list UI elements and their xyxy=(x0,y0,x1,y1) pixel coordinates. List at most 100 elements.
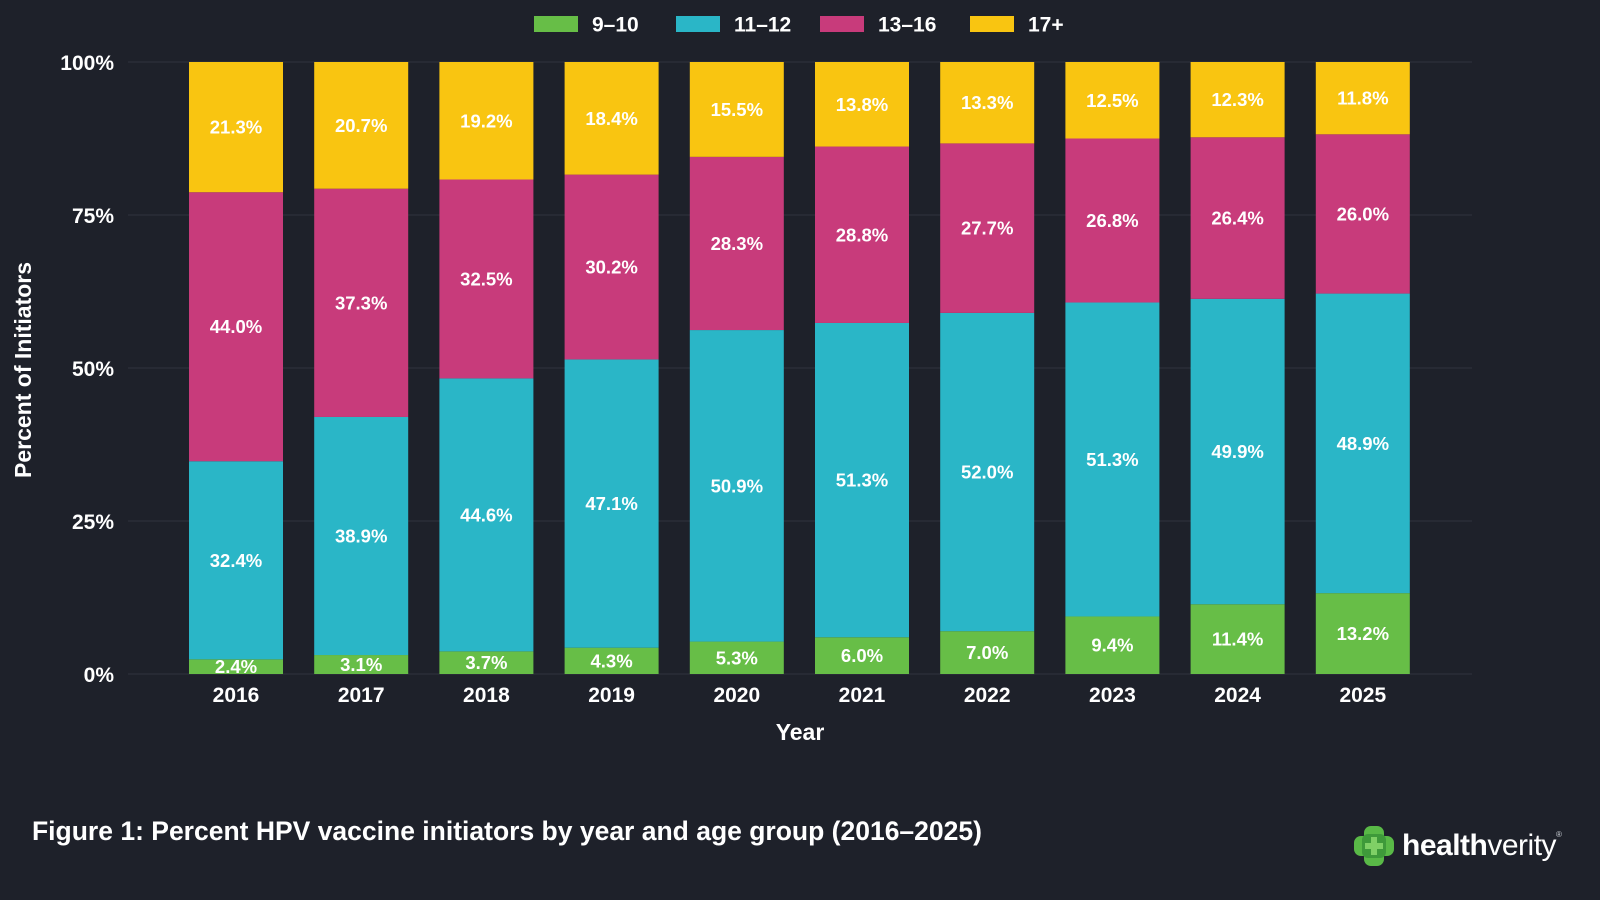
data-label: 11.8% xyxy=(1337,88,1388,109)
bar-segment-9–10-2021 xyxy=(815,637,909,674)
bar-segment-13–16-2019 xyxy=(564,174,659,360)
stacked-bar-chart: 0%25%50%75%100% 2.4%32.4%44.0%21.3%3.1%3… xyxy=(10,14,1472,745)
bar-segment-13–16-2023 xyxy=(1065,138,1160,303)
x-tick-label: 2019 xyxy=(588,684,635,707)
bar-segment-17+-2022 xyxy=(940,62,1035,144)
data-label: 37.3% xyxy=(335,292,387,313)
bar-segment-17+-2019 xyxy=(564,62,659,175)
bar-segment-13–16-2016 xyxy=(189,192,283,462)
bar-segment-13–16-2025 xyxy=(1315,134,1410,294)
data-label: 3.1% xyxy=(340,654,382,675)
plus-cross-icon xyxy=(1354,826,1394,866)
data-label: 28.3% xyxy=(711,233,763,254)
y-axis-ticks: 0% 25% 50% 75% 100% xyxy=(60,52,114,687)
bar-segment-9–10-2020 xyxy=(689,641,784,674)
bar-segment-13–16-2021 xyxy=(815,146,909,323)
bar-segment-11–12-2025 xyxy=(1315,293,1410,594)
legend-swatch xyxy=(534,16,578,32)
legend-swatch xyxy=(676,16,720,32)
legend-label: 13–16 xyxy=(878,14,936,37)
data-label: 13.2% xyxy=(1337,623,1389,644)
y-axis-title: Percent of Initiators xyxy=(10,262,36,478)
data-label: 26.8% xyxy=(1086,210,1138,231)
data-label: 26.0% xyxy=(1337,203,1389,224)
bar-stack-2019: 4.3% 47.1% 30.2% 18.4% xyxy=(564,62,659,674)
legend-item-11–12: 11–12 xyxy=(676,14,791,37)
data-label: 32.4% xyxy=(210,550,262,571)
bar-stack-2025: 13.2% 48.9% 26.0% 11.8% xyxy=(1315,62,1410,674)
data-label: 47.1% xyxy=(585,493,637,514)
x-axis-ticks: 2016 2017 2018 2019 2020 2021 2022 2023 2024 2025 xyxy=(213,684,1387,707)
bar-segment-17+-2024 xyxy=(1190,62,1285,138)
y-tick-label: 50% xyxy=(72,358,114,381)
data-label: 21.3% xyxy=(210,117,262,138)
data-label: 6.0% xyxy=(841,645,883,666)
bars: 2.4%32.4%44.0%21.3%3.1%38.9%37.3%20.7%3.… xyxy=(189,62,1410,677)
y-tick-label: 75% xyxy=(72,205,114,228)
bar-segment-17+-2023 xyxy=(1065,62,1160,139)
x-tick-label: 2023 xyxy=(1089,684,1136,707)
bar-stack-2017: 3.1% 38.9% 37.3% 20.7% xyxy=(314,62,409,675)
bar-segment-17+-2020 xyxy=(689,62,784,157)
data-label: 44.6% xyxy=(460,504,512,525)
bar-segment-11–12-2016 xyxy=(189,461,283,660)
data-label: 50.9% xyxy=(711,475,763,496)
bar-segment-17+-2025 xyxy=(1315,62,1410,135)
y-tick-label: 0% xyxy=(84,664,115,687)
legend-label: 9–10 xyxy=(592,14,639,37)
data-label: 2.4% xyxy=(215,656,257,677)
legend-item-13–16: 13–16 xyxy=(820,14,936,37)
data-label: 13.3% xyxy=(961,92,1013,113)
legend-label: 11–12 xyxy=(734,14,791,37)
x-tick-label: 2018 xyxy=(463,684,510,707)
x-tick-label: 2024 xyxy=(1214,684,1261,707)
bar-stack-2018: 3.7% 44.6% 32.5% 19.2% xyxy=(439,62,534,674)
data-label: 51.3% xyxy=(1086,449,1138,470)
x-tick-label: 2021 xyxy=(839,684,886,707)
data-label: 7.0% xyxy=(966,642,1008,663)
bar-segment-11–12-2018 xyxy=(439,378,534,652)
data-label: 3.7% xyxy=(465,652,507,673)
bar-segment-9–10-2024 xyxy=(1190,604,1285,674)
data-label: 30.2% xyxy=(585,257,637,278)
bar-segment-13–16-2022 xyxy=(940,143,1035,313)
y-tick-label: 100% xyxy=(60,52,114,75)
x-tick-label: 2016 xyxy=(213,684,260,707)
bar-segment-13–16-2024 xyxy=(1190,137,1285,299)
data-label: 13.8% xyxy=(836,94,888,115)
bar-segment-17+-2021 xyxy=(815,62,909,147)
data-label: 44.0% xyxy=(210,316,262,337)
bar-segment-11–12-2024 xyxy=(1190,298,1285,605)
data-label: 26.4% xyxy=(1211,208,1263,229)
legend: 9–10 11–12 13–16 17+ xyxy=(534,14,1064,37)
x-tick-label: 2022 xyxy=(964,684,1011,707)
bar-segment-9–10-2022 xyxy=(940,631,1035,674)
bar-stack-2023: 9.4% 51.3% 26.8% 12.5% xyxy=(1065,62,1160,674)
logo-wordmark: healthverity® xyxy=(1402,829,1562,862)
data-label: 49.9% xyxy=(1211,441,1263,462)
legend-item-17+: 17+ xyxy=(970,14,1064,37)
bar-segment-9–10-2016 xyxy=(189,659,283,674)
legend-swatch xyxy=(820,16,864,32)
data-label: 5.3% xyxy=(716,647,758,668)
legend-item-9–10: 9–10 xyxy=(534,14,639,37)
data-label: 9.4% xyxy=(1091,635,1133,656)
bar-segment-11–12-2019 xyxy=(564,359,659,648)
data-label: 15.5% xyxy=(711,99,763,120)
logo-text-bold: health xyxy=(1402,829,1488,862)
data-label: 20.7% xyxy=(335,115,387,136)
x-tick-label: 2025 xyxy=(1339,684,1386,707)
registered-mark: ® xyxy=(1556,830,1562,839)
bar-segment-9–10-2023 xyxy=(1065,616,1160,674)
data-label: 27.7% xyxy=(961,218,1013,239)
data-label: 52.0% xyxy=(961,462,1013,483)
healthverity-logo: healthverity® xyxy=(1352,824,1562,868)
bar-segment-13–16-2017 xyxy=(314,188,409,417)
data-label: 48.9% xyxy=(1337,433,1389,454)
bar-stack-2020: 5.3% 50.9% 28.3% 15.5% xyxy=(689,62,784,674)
legend-label: 17+ xyxy=(1028,14,1064,37)
figure-caption: Figure 1: Percent HPV vaccine initiators… xyxy=(32,816,982,846)
data-label: 28.8% xyxy=(836,224,888,245)
bar-segment-11–12-2017 xyxy=(314,416,409,656)
bar-segment-11–12-2020 xyxy=(689,330,784,642)
